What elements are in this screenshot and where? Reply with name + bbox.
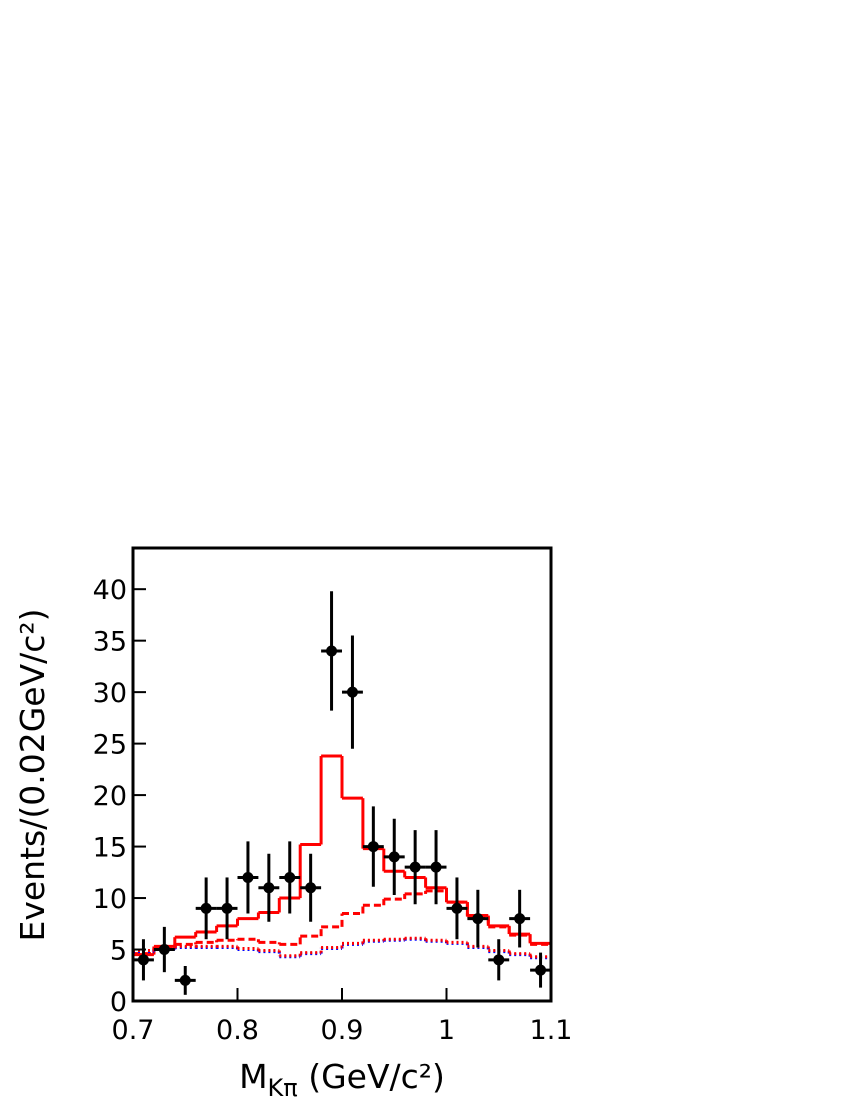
data-point xyxy=(472,913,484,925)
y-tick-label: 5 xyxy=(110,936,127,967)
data-point xyxy=(284,871,296,883)
y-tick-label: 25 xyxy=(93,730,127,761)
y-tick-label: 0 xyxy=(110,987,127,1018)
y-tick-label: 35 xyxy=(93,627,127,658)
data-point xyxy=(221,902,233,914)
data-point xyxy=(326,645,338,657)
data-point xyxy=(179,974,191,986)
data-point xyxy=(367,841,379,853)
data-point xyxy=(158,944,170,956)
x-tick-label: 0.8 xyxy=(216,1015,259,1046)
x-tick-label: 0.7 xyxy=(112,1015,155,1046)
data-point xyxy=(493,954,505,966)
data-point xyxy=(263,882,275,894)
y-axis-label: Events/(0.02GeV/c²) xyxy=(13,608,52,941)
x-label-main: M xyxy=(239,1057,267,1096)
data-point xyxy=(409,861,421,873)
data-point xyxy=(346,686,358,698)
data-point xyxy=(305,882,317,894)
data-point xyxy=(388,851,400,863)
data-point xyxy=(430,861,442,873)
x-tick-label: 0.9 xyxy=(321,1015,364,1046)
data-point xyxy=(137,954,149,966)
data-point xyxy=(200,902,212,914)
x-label-sub: Kπ xyxy=(268,1074,298,1100)
x-tick-label: 1 xyxy=(438,1015,455,1046)
x-label-unit: (GeV/c²) xyxy=(298,1057,445,1096)
data-point xyxy=(242,871,254,883)
y-tick-label: 20 xyxy=(93,781,127,812)
y-tick-label: 30 xyxy=(93,678,127,709)
y-tick-label: 40 xyxy=(93,575,127,606)
data-point xyxy=(514,913,526,925)
data-point xyxy=(451,902,463,914)
x-tick-label: 1.1 xyxy=(530,1015,573,1046)
data-point xyxy=(535,964,547,976)
y-tick-label: 10 xyxy=(93,884,127,915)
x-axis-label: MKπ (GeV/c²) xyxy=(239,1057,445,1100)
y-tick-label: 15 xyxy=(93,833,127,864)
